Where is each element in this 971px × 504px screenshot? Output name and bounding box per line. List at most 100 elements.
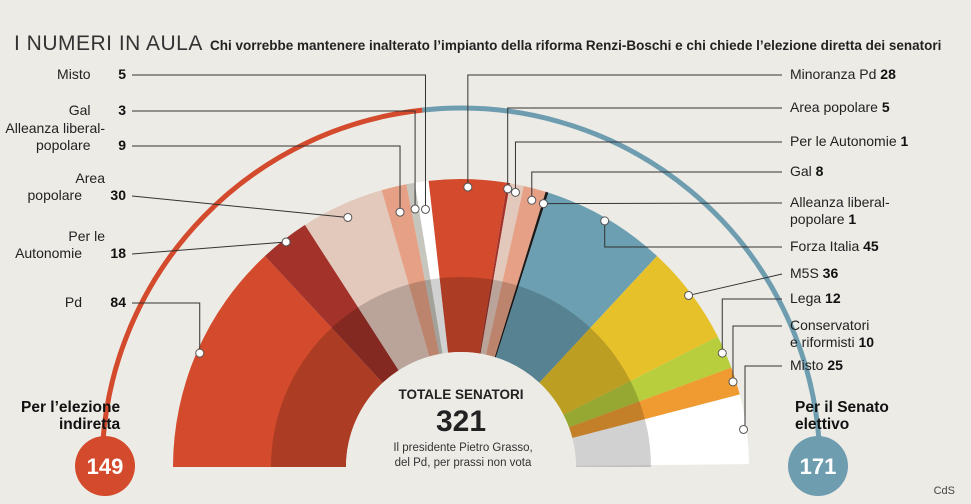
center-note-2: del Pd, per prassi non vota	[395, 457, 532, 469]
right-value-misto: 25	[823, 357, 843, 373]
slice-elettivo-conservatori-e-riformisti	[568, 367, 740, 439]
right-leader-dot-8	[717, 348, 727, 358]
right-label-misto-line-1: Misto 25	[790, 357, 843, 373]
left-total-badge: 149	[75, 436, 135, 496]
right-leader-dot-5	[538, 199, 548, 209]
right-leader-line-5	[543, 202, 783, 205]
right-value-per-le-autonomie: 1	[897, 133, 909, 149]
slice-elettivo-alleanza-liberal-popolare	[494, 191, 549, 358]
right-leader-dot-3	[510, 187, 520, 197]
left-value-misto: 5	[118, 66, 126, 82]
right-total: 171	[800, 454, 837, 479]
right-label-alleanza-liberal-popolare-line-1: Alleanza liberal-	[790, 194, 890, 210]
slice-indiretta-alleanza-liberal-popolare	[381, 184, 440, 357]
right-label-gal-line-1: Gal 8	[790, 163, 824, 179]
slice-indiretta-misto	[414, 180, 449, 354]
slice-indiretta-per-le-autonomie	[264, 224, 399, 383]
left-value-alleanza-liberal-popolare: 9	[118, 137, 126, 153]
right-leader-line-2	[507, 107, 782, 189]
right-value-alleanza-liberal-popolare: 1	[845, 211, 857, 227]
right-value-m5s: 36	[819, 265, 839, 281]
right-leader-line-9	[732, 325, 782, 382]
right-leader-line-7	[688, 273, 783, 296]
right-label-per-le-autonomie-line-1: Per le Autonomie 1	[790, 133, 909, 149]
left-leader-line-3	[132, 145, 401, 213]
slice-elettivo-gal	[486, 185, 546, 358]
right-label-minoranza-pd-line-1: Minoranza Pd 28	[790, 66, 896, 82]
right-label-conservatori-e-riformisti-line-2: e riformisti 10	[790, 334, 874, 350]
right-total-badge: 171	[788, 436, 848, 496]
center-label: TOTALE SENATORI	[398, 387, 523, 402]
left-leader-dot-3	[395, 207, 405, 217]
right-leader-line-1	[467, 74, 782, 188]
right-leader-line-8	[721, 298, 782, 354]
left-leader-dot-1	[420, 204, 430, 214]
left-group-label-2: indiretta	[59, 416, 121, 433]
credit: CdS	[934, 485, 955, 497]
left-leader-line-1	[132, 74, 426, 210]
right-value-area-popolare: 5	[878, 99, 890, 115]
slice-elettivo-forza-italia	[495, 192, 658, 383]
left-label-per-le-autonomie-line-2: Autonomie	[15, 245, 82, 261]
left-label-pd-line-1: Pd	[65, 294, 82, 310]
left-leader-dot-2	[410, 204, 420, 214]
slice-indiretta-area-popolare	[304, 190, 430, 371]
left-group-label-1: Per l’elezione	[21, 399, 120, 416]
right-label-lega-line-1: Lega 12	[790, 290, 841, 306]
page-title: I NUMERI IN AULA	[14, 32, 203, 55]
left-leader-line-4	[131, 195, 348, 218]
right-label-m5s-line-1: M5S 36	[790, 265, 838, 281]
right-value-conservatori-e-riformisti: 10	[855, 334, 875, 350]
center-disc	[346, 352, 576, 467]
left-leader-line-2	[132, 110, 416, 210]
right-leader-dot-7	[684, 290, 694, 300]
left-leader-dot-5	[281, 237, 291, 247]
left-label-gal-line-1: Gal	[69, 102, 91, 118]
right-leader-dot-9	[728, 377, 738, 387]
right-leader-line-10	[743, 365, 782, 430]
left-group-arc	[100, 107, 423, 441]
right-label-conservatori-e-riformisti-line-1: Conservatori	[790, 317, 869, 333]
left-label-misto-line-1: Misto	[57, 66, 91, 82]
left-label-per-le-autonomie-line-1: Per le	[68, 228, 105, 244]
left-leader-line-6	[132, 302, 201, 354]
slice-elettivo-per-le-autonomie	[479, 182, 511, 354]
right-value-forza-italia: 45	[859, 238, 879, 254]
right-group-label-2: elettivo	[795, 416, 849, 433]
left-leader-dot-6	[195, 348, 205, 358]
baseline-mask	[171, 467, 751, 504]
inner-shade-ring	[271, 277, 651, 467]
right-label-forza-italia-line-1: Forza Italia 45	[790, 238, 879, 254]
left-value-pd: 84	[110, 294, 126, 310]
right-value-lega: 12	[821, 290, 841, 306]
slice-indiretta-pd	[173, 256, 383, 467]
chart-subtitle: Chi vorrebbe mantenere inalterato l’impi…	[210, 38, 942, 53]
right-leader-dot-1	[463, 182, 473, 192]
left-leader-line-5	[131, 241, 287, 255]
right-label-alleanza-liberal-popolare-line-2: popolare 1	[790, 211, 856, 227]
right-leader-dot-2	[503, 184, 513, 194]
left-label-area-popolare-line-2: popolare	[28, 187, 83, 203]
right-group-label-1: Per il Senato	[795, 399, 889, 416]
right-leader-dot-10	[739, 424, 749, 434]
left-label-area-popolare-line-1: Area	[75, 170, 105, 186]
left-value-per-le-autonomie: 18	[110, 245, 126, 261]
left-value-area-popolare: 30	[110, 187, 126, 203]
right-label-area-popolare-line-1: Area popolare 5	[790, 99, 890, 115]
slice-elettivo-area-popolare	[480, 183, 524, 355]
right-leader-line-3	[514, 141, 782, 193]
left-value-gal: 3	[118, 102, 126, 118]
left-label-alleanza-liberal-popolare-line-2: popolare	[36, 137, 91, 153]
right-leader-line-6	[604, 220, 782, 248]
center-note-1: Il presidente Pietro Grasso,	[393, 442, 532, 454]
slice-elettivo-m5s	[539, 256, 718, 415]
slice-elettivo-lega	[563, 336, 732, 428]
right-value-gal: 8	[812, 163, 824, 179]
center-total: 321	[436, 405, 486, 438]
left-leader-dot-4	[343, 212, 353, 222]
left-total: 149	[87, 454, 124, 479]
right-value-minoranza-pd: 28	[876, 66, 896, 82]
slice-indiretta-gal	[406, 182, 443, 355]
